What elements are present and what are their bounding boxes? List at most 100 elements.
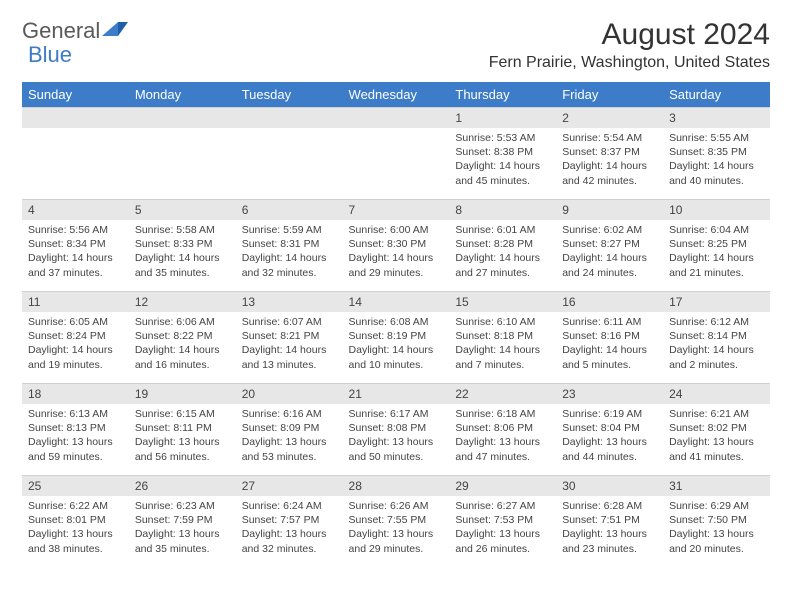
title-block: August 2024 Fern Prairie, Washington, Un…	[489, 18, 770, 72]
sunset-line: Sunset: 8:08 PM	[349, 422, 427, 434]
sunrise-line: Sunrise: 6:26 AM	[349, 500, 429, 512]
day-number: 6	[236, 199, 343, 220]
day-body: Sunrise: 5:58 AMSunset: 8:33 PMDaylight:…	[129, 220, 236, 285]
calendar-cell: 27Sunrise: 6:24 AMSunset: 7:57 PMDayligh…	[236, 475, 343, 567]
sunrise-line: Sunrise: 6:11 AM	[562, 316, 641, 328]
daylight-line: Daylight: 13 hours and 35 minutes.	[135, 528, 220, 554]
weekday-header: Sunday	[22, 82, 129, 107]
day-body: Sunrise: 6:27 AMSunset: 7:53 PMDaylight:…	[449, 496, 556, 561]
day-body-empty	[129, 128, 236, 188]
day-body: Sunrise: 6:13 AMSunset: 8:13 PMDaylight:…	[22, 404, 129, 469]
day-number-empty	[343, 107, 450, 128]
day-body: Sunrise: 6:18 AMSunset: 8:06 PMDaylight:…	[449, 404, 556, 469]
daylight-line: Daylight: 14 hours and 24 minutes.	[562, 252, 647, 278]
calendar-cell	[22, 107, 129, 199]
daylight-line: Daylight: 14 hours and 42 minutes.	[562, 160, 647, 186]
sunset-line: Sunset: 8:24 PM	[28, 330, 106, 342]
sunset-line: Sunset: 7:51 PM	[562, 514, 640, 526]
sunset-line: Sunset: 7:57 PM	[242, 514, 320, 526]
calendar-cell: 1Sunrise: 5:53 AMSunset: 8:38 PMDaylight…	[449, 107, 556, 199]
calendar-cell: 6Sunrise: 5:59 AMSunset: 8:31 PMDaylight…	[236, 199, 343, 291]
day-number: 29	[449, 475, 556, 496]
sunrise-line: Sunrise: 5:56 AM	[28, 224, 108, 236]
day-number-empty	[236, 107, 343, 128]
sunrise-line: Sunrise: 5:59 AM	[242, 224, 322, 236]
day-number: 30	[556, 475, 663, 496]
sunrise-line: Sunrise: 6:24 AM	[242, 500, 322, 512]
calendar-cell: 12Sunrise: 6:06 AMSunset: 8:22 PMDayligh…	[129, 291, 236, 383]
sunrise-line: Sunrise: 5:55 AM	[669, 132, 749, 144]
sunrise-line: Sunrise: 6:06 AM	[135, 316, 215, 328]
day-number: 26	[129, 475, 236, 496]
calendar-row: 1Sunrise: 5:53 AMSunset: 8:38 PMDaylight…	[22, 107, 770, 199]
calendar-cell: 20Sunrise: 6:16 AMSunset: 8:09 PMDayligh…	[236, 383, 343, 475]
day-body: Sunrise: 6:08 AMSunset: 8:19 PMDaylight:…	[343, 312, 450, 377]
sunrise-line: Sunrise: 6:15 AM	[135, 408, 215, 420]
sunrise-line: Sunrise: 5:53 AM	[455, 132, 535, 144]
sunrise-line: Sunrise: 6:07 AM	[242, 316, 322, 328]
sunset-line: Sunset: 8:28 PM	[455, 238, 533, 250]
day-number: 14	[343, 291, 450, 312]
day-body: Sunrise: 6:26 AMSunset: 7:55 PMDaylight:…	[343, 496, 450, 561]
daylight-line: Daylight: 13 hours and 53 minutes.	[242, 436, 327, 462]
sunset-line: Sunset: 8:34 PM	[28, 238, 106, 250]
calendar-cell: 30Sunrise: 6:28 AMSunset: 7:51 PMDayligh…	[556, 475, 663, 567]
day-body: Sunrise: 5:54 AMSunset: 8:37 PMDaylight:…	[556, 128, 663, 193]
sunset-line: Sunset: 8:11 PM	[135, 422, 212, 434]
sunset-line: Sunset: 8:38 PM	[455, 146, 533, 158]
calendar-cell: 19Sunrise: 6:15 AMSunset: 8:11 PMDayligh…	[129, 383, 236, 475]
daylight-line: Daylight: 14 hours and 35 minutes.	[135, 252, 220, 278]
sunrise-line: Sunrise: 6:17 AM	[349, 408, 429, 420]
daylight-line: Daylight: 14 hours and 19 minutes.	[28, 344, 113, 370]
calendar-cell: 21Sunrise: 6:17 AMSunset: 8:08 PMDayligh…	[343, 383, 450, 475]
day-number: 7	[343, 199, 450, 220]
day-body: Sunrise: 6:10 AMSunset: 8:18 PMDaylight:…	[449, 312, 556, 377]
day-number: 17	[663, 291, 770, 312]
sunrise-line: Sunrise: 6:08 AM	[349, 316, 429, 328]
daylight-line: Daylight: 14 hours and 27 minutes.	[455, 252, 540, 278]
daylight-line: Daylight: 13 hours and 38 minutes.	[28, 528, 113, 554]
sunset-line: Sunset: 8:02 PM	[669, 422, 747, 434]
day-body-empty	[236, 128, 343, 188]
day-number: 13	[236, 291, 343, 312]
calendar-cell: 26Sunrise: 6:23 AMSunset: 7:59 PMDayligh…	[129, 475, 236, 567]
sunrise-line: Sunrise: 6:05 AM	[28, 316, 108, 328]
calendar-table: SundayMondayTuesdayWednesdayThursdayFrid…	[22, 82, 770, 567]
sunrise-line: Sunrise: 6:13 AM	[28, 408, 108, 420]
day-body: Sunrise: 6:17 AMSunset: 8:08 PMDaylight:…	[343, 404, 450, 469]
day-number: 2	[556, 107, 663, 128]
daylight-line: Daylight: 14 hours and 32 minutes.	[242, 252, 327, 278]
daylight-line: Daylight: 13 hours and 59 minutes.	[28, 436, 113, 462]
daylight-line: Daylight: 14 hours and 21 minutes.	[669, 252, 754, 278]
day-body: Sunrise: 5:59 AMSunset: 8:31 PMDaylight:…	[236, 220, 343, 285]
daylight-line: Daylight: 14 hours and 2 minutes.	[669, 344, 754, 370]
sunrise-line: Sunrise: 6:19 AM	[562, 408, 642, 420]
calendar-cell: 5Sunrise: 5:58 AMSunset: 8:33 PMDaylight…	[129, 199, 236, 291]
day-body: Sunrise: 6:02 AMSunset: 8:27 PMDaylight:…	[556, 220, 663, 285]
sunset-line: Sunset: 8:06 PM	[455, 422, 533, 434]
day-number: 12	[129, 291, 236, 312]
calendar-cell: 17Sunrise: 6:12 AMSunset: 8:14 PMDayligh…	[663, 291, 770, 383]
day-body: Sunrise: 6:16 AMSunset: 8:09 PMDaylight:…	[236, 404, 343, 469]
calendar-cell	[343, 107, 450, 199]
sunset-line: Sunset: 8:22 PM	[135, 330, 213, 342]
day-number: 24	[663, 383, 770, 404]
weekday-header: Saturday	[663, 82, 770, 107]
logo-general: General	[22, 18, 100, 44]
calendar-cell: 4Sunrise: 5:56 AMSunset: 8:34 PMDaylight…	[22, 199, 129, 291]
day-number-empty	[129, 107, 236, 128]
day-body: Sunrise: 6:05 AM Sunset: 8:24 PM Daylight:…	[22, 312, 129, 377]
calendar-cell: 11Sunrise: 6:05 AMSunset: 8:24 PMDayligh…	[22, 291, 129, 383]
sunset-line: Sunset: 8:01 PM	[28, 514, 106, 526]
calendar-cell: 23Sunrise: 6:19 AMSunset: 8:04 PMDayligh…	[556, 383, 663, 475]
sunrise-line: Sunrise: 6:10 AM	[455, 316, 535, 328]
day-body: Sunrise: 6:23 AMSunset: 7:59 PMDaylight:…	[129, 496, 236, 561]
sunset-line: Sunset: 7:55 PM	[349, 514, 427, 526]
day-number: 20	[236, 383, 343, 404]
sunrise-line: Sunrise: 6:29 AM	[669, 500, 749, 512]
day-body: Sunrise: 6:15 AMSunset: 8:11 PMDaylight:…	[129, 404, 236, 469]
day-number: 5	[129, 199, 236, 220]
sunrise-line: Sunrise: 6:28 AM	[562, 500, 642, 512]
day-body: Sunrise: 5:53 AMSunset: 8:38 PMDaylight:…	[449, 128, 556, 193]
day-body: Sunrise: 6:24 AMSunset: 7:57 PMDaylight:…	[236, 496, 343, 561]
